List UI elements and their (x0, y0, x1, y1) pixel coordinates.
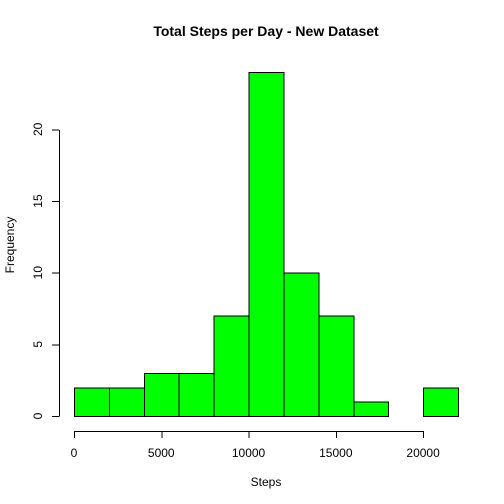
histogram-bar (143, 373, 180, 417)
y-tick-label: 20 (31, 122, 45, 136)
y-tick-label: 5 (31, 341, 45, 348)
chart-title: Total Steps per Day - New Dataset (153, 23, 379, 39)
histogram-bar (283, 272, 320, 417)
y-axis-ticks: 0 5 10 15 20 (31, 122, 59, 419)
y-tick-label: 10 (31, 266, 45, 280)
histogram-bar (423, 387, 460, 418)
histogram-bar (353, 401, 390, 417)
x-axis-label: Steps (251, 475, 282, 489)
x-tick-label: 0 (71, 446, 78, 460)
x-axis-ticks: 0 5000 10000 15000 20000 (71, 431, 440, 460)
histogram-bar (213, 315, 250, 417)
histogram-bar (108, 387, 145, 418)
x-tick-label: 20000 (406, 446, 440, 460)
bars-group (74, 72, 460, 418)
histogram-bar (74, 387, 110, 418)
histogram-bar (178, 373, 215, 417)
x-tick-label: 5000 (148, 446, 175, 460)
x-tick-label: 15000 (319, 446, 353, 460)
histogram-bar (318, 315, 355, 417)
y-tick-label: 0 (31, 412, 45, 419)
y-axis-label: Frequency (3, 217, 17, 274)
histogram-bar (248, 72, 285, 417)
y-tick-label: 15 (31, 194, 45, 208)
x-tick-label: 10000 (232, 446, 266, 460)
